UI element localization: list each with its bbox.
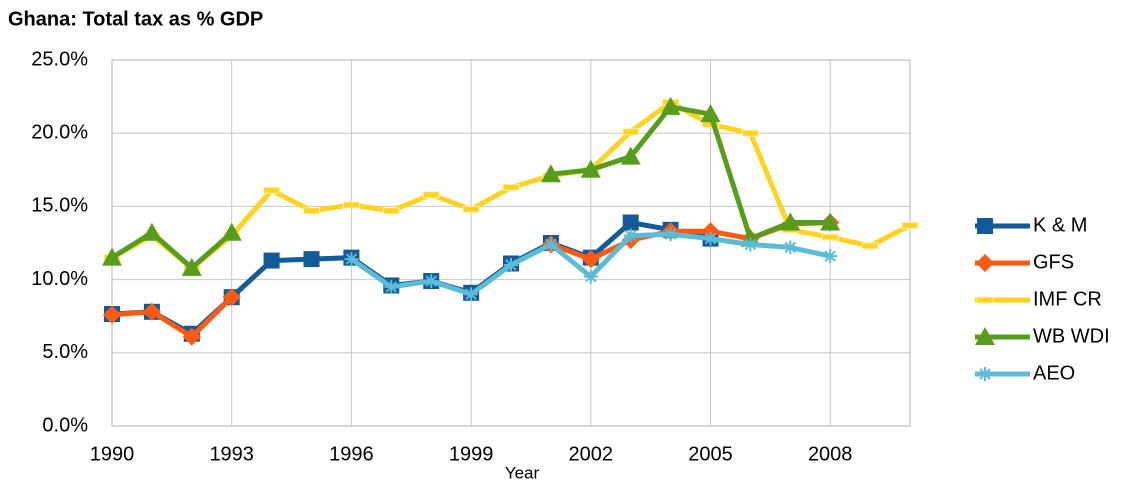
marker (543, 237, 558, 252)
marker (821, 233, 839, 241)
x-tick-label: 1993 (209, 443, 254, 465)
legend-label: WB WDI (1033, 325, 1110, 347)
legend-item: WB WDI (975, 325, 1110, 347)
marker (978, 367, 992, 381)
marker (581, 250, 600, 269)
marker (703, 231, 718, 246)
marker (182, 327, 201, 346)
legend-label: AEO (1033, 362, 1075, 384)
series-line (111, 220, 712, 337)
marker (502, 183, 520, 191)
marker (861, 242, 879, 250)
y-tick-label: 10.0% (31, 268, 88, 290)
marker (700, 104, 721, 123)
legend-item: IMF CR (975, 288, 1102, 310)
y-tick-label: 20.0% (31, 121, 88, 143)
marker (462, 205, 480, 213)
marker (103, 305, 121, 324)
marker (342, 201, 360, 209)
marker (464, 287, 479, 302)
marker (580, 159, 601, 178)
marker (221, 222, 242, 241)
series (344, 227, 838, 302)
series (103, 98, 919, 272)
marker (303, 207, 320, 215)
marker (422, 191, 440, 199)
marker (823, 249, 838, 264)
marker (663, 227, 678, 242)
x-tick-label: 2002 (569, 443, 614, 465)
marker (384, 279, 399, 294)
marker (660, 96, 681, 115)
marker (783, 240, 798, 255)
plot-frame (111, 59, 911, 427)
marker (975, 327, 995, 345)
marker (504, 257, 518, 272)
y-tick-label: 0.0% (42, 414, 88, 436)
marker (901, 221, 919, 229)
marker (820, 212, 841, 231)
marker (583, 269, 598, 284)
marker (303, 251, 320, 268)
chart-title: Ghana: Total tax as % GDP (8, 8, 263, 30)
marker (623, 228, 638, 243)
marker (382, 207, 400, 215)
marker (102, 247, 122, 266)
x-tick-label: 2005 (688, 443, 733, 465)
marker (620, 146, 641, 165)
legend-label: GFS (1033, 251, 1074, 273)
marker (622, 214, 639, 231)
marker (263, 186, 281, 194)
marker (344, 252, 359, 267)
marker (976, 296, 994, 304)
x-tick-label: 2008 (808, 443, 853, 465)
marker (741, 129, 759, 137)
legend-label: IMF CR (1033, 288, 1102, 310)
y-tick-label: 15.0% (31, 195, 88, 217)
marker (222, 288, 241, 307)
marker (181, 257, 202, 276)
legend-item: AEO (975, 362, 1075, 384)
series (104, 214, 719, 342)
y-tick-label: 25.0% (31, 48, 88, 70)
x-tick-label: 1996 (329, 443, 374, 465)
marker (743, 237, 758, 252)
x-tick-label: 1999 (449, 443, 494, 465)
x-tick-label: 1990 (90, 443, 135, 465)
marker (976, 254, 994, 272)
marker (424, 274, 439, 289)
x-axis-label: Year (505, 463, 540, 482)
legend-item: GFS (975, 251, 1074, 273)
legend-label: K & M (1033, 214, 1087, 236)
marker (622, 128, 640, 136)
marker (540, 164, 561, 183)
marker (780, 212, 801, 231)
marker (977, 218, 993, 234)
legend-item: K & M (975, 214, 1087, 236)
y-tick-label: 5.0% (42, 341, 88, 363)
series (102, 96, 841, 276)
marker (263, 252, 280, 269)
marker (142, 302, 161, 321)
marker (141, 222, 162, 241)
